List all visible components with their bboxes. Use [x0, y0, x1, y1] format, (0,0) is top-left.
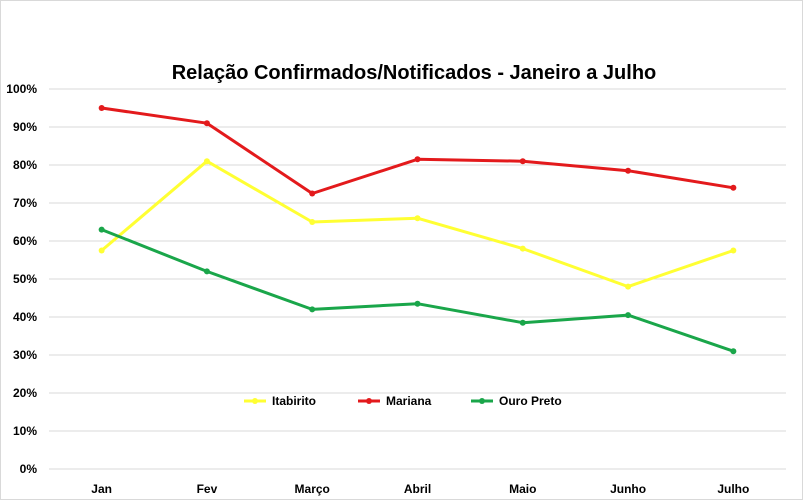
- legend: Itabirito Mariana Ouro Preto: [244, 394, 562, 408]
- data-point-ouro-preto: [625, 312, 632, 319]
- x-tick-label: Fev: [197, 482, 218, 496]
- y-tick-label: 40%: [13, 310, 37, 324]
- data-point-mariana: [519, 158, 526, 165]
- data-point-ouro-preto: [414, 300, 421, 307]
- data-point-itabirito: [98, 247, 105, 254]
- data-point-itabirito: [730, 247, 737, 254]
- y-tick-label: 100%: [6, 82, 37, 96]
- legend-marker: [252, 398, 258, 404]
- data-point-mariana: [98, 105, 105, 111]
- y-tick-label: 20%: [13, 386, 37, 400]
- legend-label: Mariana: [386, 394, 432, 408]
- series-line-ouro-preto: [101, 228, 734, 353]
- x-tick-label: Abril: [404, 482, 431, 496]
- data-point-mariana: [414, 156, 421, 163]
- data-point-itabirito: [519, 245, 526, 252]
- data-point-mariana: [730, 184, 737, 191]
- legend-marker: [366, 398, 372, 404]
- y-tick-label: 50%: [13, 272, 37, 286]
- legend-marker: [479, 398, 485, 404]
- data-point-mariana: [203, 120, 210, 127]
- legend-label: Ouro Preto: [499, 394, 562, 408]
- data-point-itabirito: [203, 158, 210, 165]
- data-point-mariana: [309, 190, 316, 197]
- data-point-itabirito: [625, 283, 632, 290]
- data-point-itabirito: [309, 219, 316, 225]
- x-axis-tick-labels: Jan Fev Março Abril Maio Junho Julho: [91, 482, 749, 496]
- legend-item-mariana: Mariana: [358, 394, 432, 408]
- x-tick-label: Março: [295, 482, 330, 496]
- legend-item-itabirito: Itabirito: [244, 394, 316, 408]
- y-tick-label: 0%: [20, 462, 38, 476]
- y-axis-tick-labels: 0% 10% 20% 30% 40% 50% 60% 70% 80% 90% 100%: [6, 82, 37, 476]
- y-tick-label: 70%: [13, 196, 37, 210]
- data-point-ouro-preto: [203, 268, 210, 275]
- x-tick-label: Maio: [509, 482, 536, 496]
- y-tick-label: 10%: [13, 424, 37, 438]
- gridlines: [49, 88, 786, 470]
- data-point-mariana: [625, 167, 632, 174]
- data-point-ouro-preto: [519, 319, 526, 326]
- chart-title: Relação Confirmados/Notificados - Janeir…: [172, 62, 657, 84]
- legend-label: Itabirito: [272, 394, 316, 408]
- data-point-ouro-preto: [98, 226, 105, 233]
- x-tick-label: Julho: [717, 482, 749, 496]
- y-tick-label: 60%: [13, 234, 37, 248]
- series-ouro-preto: [98, 226, 737, 355]
- x-tick-label: Jan: [91, 482, 112, 496]
- series-mariana: [98, 105, 737, 197]
- y-tick-label: 90%: [13, 120, 37, 134]
- legend-item-ouro-preto: Ouro Preto: [471, 394, 562, 408]
- series-itabirito: [98, 158, 737, 290]
- data-point-ouro-preto: [730, 348, 737, 355]
- data-point-ouro-preto: [309, 306, 316, 313]
- x-tick-label: Junho: [610, 482, 646, 496]
- y-tick-label: 80%: [13, 158, 37, 172]
- data-point-itabirito: [414, 215, 421, 222]
- series-line-mariana: [101, 106, 734, 195]
- series-lines: [98, 105, 737, 355]
- y-tick-label: 30%: [13, 348, 37, 362]
